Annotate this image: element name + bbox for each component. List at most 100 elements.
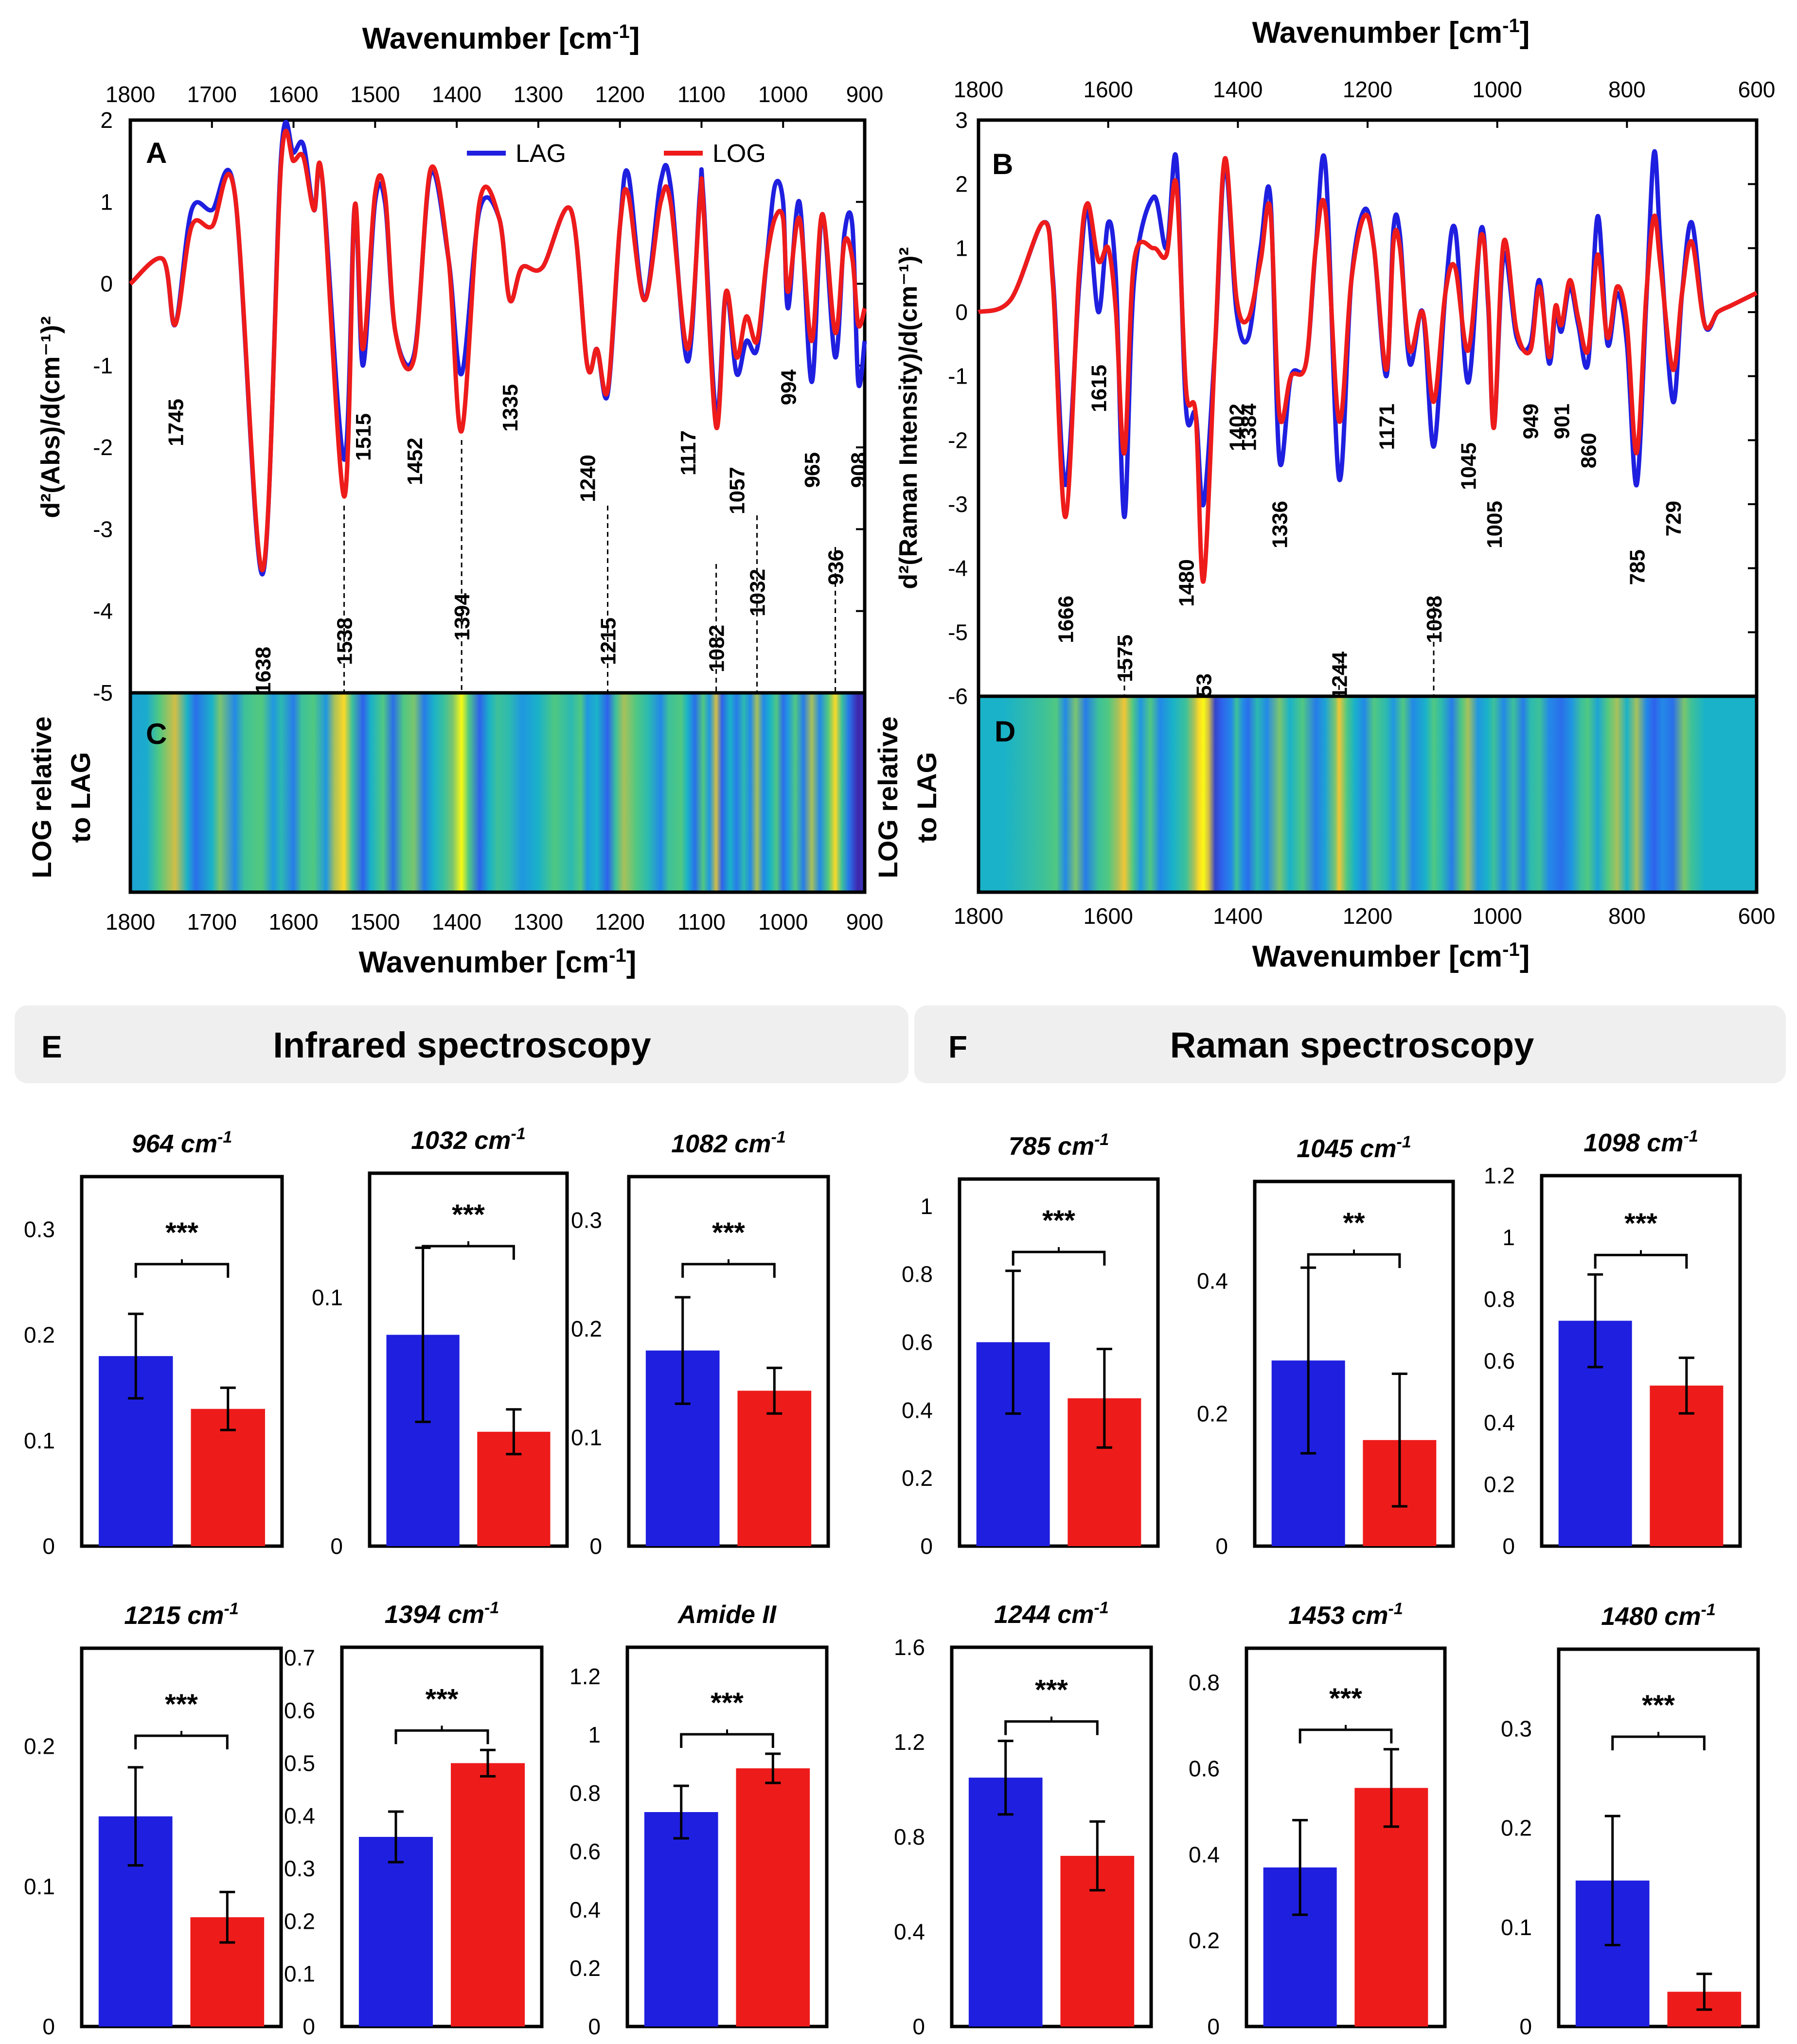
series-line-log (978, 156, 1758, 584)
peak-label: 1057 (726, 467, 749, 514)
bar-charts: 964 cm-100.10.20.3 ***1032 cm-100.1***108… (24, 1125, 1760, 2039)
y-tick-label: 0.4 (1189, 1842, 1220, 1867)
bar-lag (644, 1812, 718, 2026)
bottom-tick-label: 1700 (187, 909, 237, 934)
y-tick-label: 0 (1215, 1533, 1228, 1559)
y-tick-label: -5 (93, 680, 113, 705)
top-tick-label: 1800 (106, 82, 155, 107)
y-tick-label: 0.6 (569, 1839, 601, 1864)
panel-d-heatmap-strip (977, 694, 1759, 894)
bar-chart-title: 964 cm-1 (132, 1128, 232, 1158)
panel-a-legend: LAG LOG (467, 140, 766, 168)
bar-chart-title: 1394 cm-1 (385, 1599, 499, 1629)
y-tick-label: 0.4 (569, 1897, 601, 1922)
svg-text:Wavenumber [cm-1]: Wavenumber [cm-1] (1252, 939, 1530, 973)
bar-chart-title-sup: -1 (1094, 1130, 1109, 1149)
panel-d-letter: D (995, 715, 1015, 748)
peak-label: 1171 (1375, 404, 1399, 450)
significance-bracket (1594, 1253, 1688, 1269)
bar-chart-title-main: 1244 cm (994, 1601, 1094, 1629)
y-tick-label: -1 (948, 364, 968, 389)
bar-chart-title-main: Amide II (677, 1601, 777, 1629)
bar-chart-1244-cm: 1244 cm-1 0 0.4 0.8 1.2 1.6 *** (894, 1599, 1153, 2039)
bottom-tick-label: 1200 (1343, 903, 1392, 929)
bottom-tick-label: 1100 (677, 909, 726, 934)
bar-chart-title-main: 964 cm (132, 1130, 217, 1158)
bar-chart-1045-cm: 1045 cm-1 0 0.2 0.4 ** (1197, 1133, 1455, 1559)
y-tick-label: 1 (100, 189, 113, 214)
bar-log (737, 1391, 812, 1546)
bar-chart-title-sup: -1 (1094, 1599, 1109, 1617)
y-tick-label: 0.2 (902, 1465, 933, 1491)
significance-label: *** (165, 1217, 198, 1249)
y-tick-label: 0.1 (24, 1428, 55, 1453)
legend-lag-label: LAG (516, 140, 566, 168)
bar-chart-frame (1540, 1174, 1742, 1548)
bar-chart-title: 1453 cm-1 (1288, 1600, 1403, 1630)
panel-b-letter: B (992, 148, 1013, 180)
y-tick-label: 0.2 (569, 1956, 601, 1981)
bar-chart-title-sup: -1 (217, 1128, 232, 1146)
y-tick-label: 0.2 (1197, 1401, 1228, 1426)
bottom-tick-label: 1600 (268, 909, 318, 934)
bar-chart-title-sup: -1 (771, 1128, 786, 1146)
y-tick-label: 0.1 (284, 1961, 315, 1987)
bottom-tick-label: 1000 (758, 909, 808, 934)
panel-a-letter: A (146, 137, 167, 169)
bottom-tick-label: 1300 (514, 909, 563, 934)
peak-label: 1335 (498, 384, 522, 432)
peak-label: 1394 (450, 593, 474, 640)
peak-label: 1538 (333, 617, 357, 665)
bar-chart-title: 1082 cm-1 (671, 1128, 786, 1158)
series-line-lag (978, 149, 1758, 519)
series-line-lag (129, 120, 867, 577)
panel-a: Wavenumber [cm-1] 1800 1700 1600 1500 1400 13… (36, 21, 883, 705)
significance-bracket (1299, 1728, 1393, 1744)
y-tick-label: 0 (589, 1533, 602, 1559)
bar-chart-title-sup: -1 (1388, 1600, 1403, 1618)
significance-bracket (134, 1263, 230, 1278)
y-tick-label: 2 (955, 172, 968, 197)
y-tick-label: 0.3 (1501, 1716, 1532, 1741)
y-tick-label: 0.8 (902, 1262, 933, 1287)
significance-bracket (1611, 1735, 1706, 1750)
y-tick-label: 0 (42, 1533, 55, 1559)
y-tick-label: 0 (1502, 1533, 1515, 1559)
bar-chart-1082-cm: 1082 cm-1 0 0.1 0.2 0.3 *** (571, 1128, 830, 1559)
y-tick-label: 0 (100, 271, 113, 297)
y-tick-label: -3 (948, 492, 968, 517)
top-tick-label: 800 (1608, 77, 1646, 102)
panel-a-y-tick-labels: 2 1 0 -1 -2 -3 -4 -5 (93, 107, 865, 705)
y-tick-label: 0 (42, 2014, 55, 2039)
y-tick-label: 0.4 (894, 1919, 925, 1944)
y-tick-label: 0 (955, 300, 968, 325)
peak-label: 1575 (1113, 634, 1137, 682)
bar-chart-title-sup: -1 (1684, 1127, 1698, 1145)
peak-label: 949 (1519, 404, 1543, 439)
y-tick-label: 0.6 (1189, 1756, 1220, 1781)
bar-chart-title-sup: -1 (511, 1125, 526, 1143)
bar-chart-title: 1032 cm-1 (411, 1125, 526, 1155)
bar-chart-1480-cm: 1480 cm-1 0 0.1 0.2 0.3 *** (1501, 1601, 1760, 2039)
bar-chart-title: 1480 cm-1 (1601, 1601, 1716, 1631)
top-tick-label: 1800 (954, 77, 1003, 102)
bar-chart-964-cm: 964 cm-1 0 0.1 0.2 0.3 *** (24, 1128, 284, 1559)
y-tick-label: 0 (1519, 2014, 1532, 2039)
bar-chart-1098-cm: 1098 cm-1 0 0.2 0.4 0.6 0.8 1 1.2 *** (1484, 1127, 1742, 1559)
series-line-log (129, 128, 867, 573)
panel-a-top-x-title: Wavenumber [cm-1] (362, 21, 640, 55)
top-tick-label: 1300 (514, 82, 563, 107)
bar-chart-title-main: 1045 cm (1297, 1135, 1396, 1163)
peak-label: 1666 (1054, 596, 1078, 643)
peak-label: 1384 (1237, 403, 1261, 451)
y-tick-label: 2 (100, 107, 113, 133)
significance-label: *** (1042, 1205, 1075, 1236)
bar-chart-title-main: 1082 cm (671, 1130, 771, 1158)
section-e-background (15, 1005, 908, 1083)
y-tick-label: 0 (302, 2014, 315, 2039)
peak-label: 1215 (597, 617, 621, 665)
y-tick-label: 0.2 (284, 1908, 315, 1934)
bottom-tick-label: 1500 (350, 909, 400, 934)
bar-chart-amide-ii: Amide II 0 0.2 0.4 0.6 0.8 1 1.2 *** (569, 1601, 829, 2039)
section-e-title: Infrared spectroscopy (273, 1025, 651, 1065)
